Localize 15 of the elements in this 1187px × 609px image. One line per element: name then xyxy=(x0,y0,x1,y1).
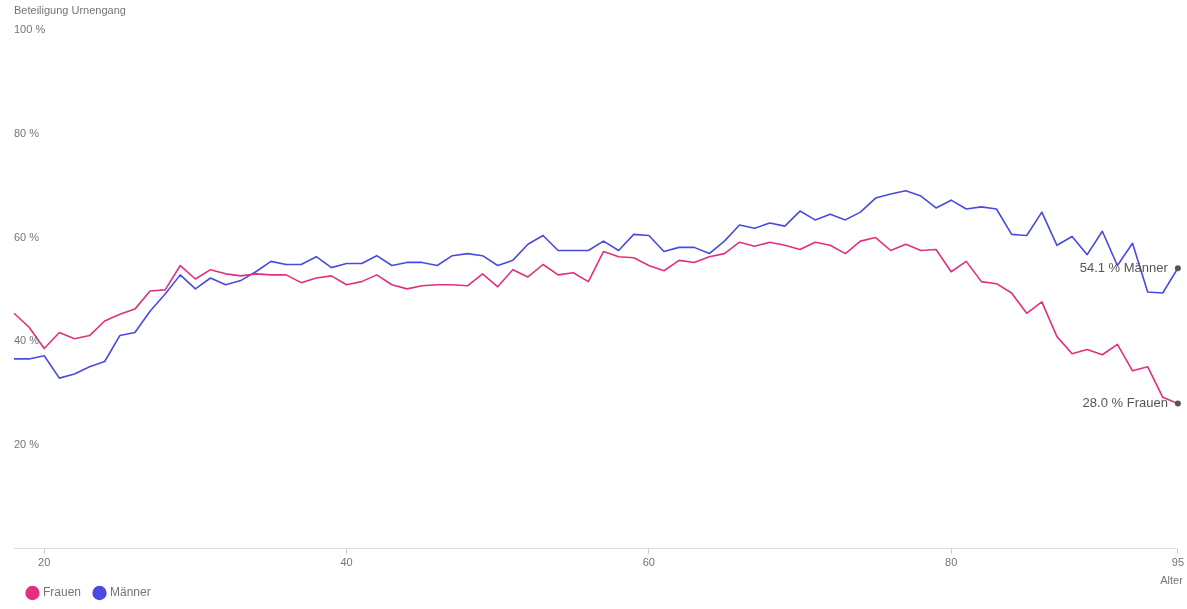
x-tick-label: 40 xyxy=(340,556,353,569)
y-tick-label: 80 % xyxy=(14,126,40,139)
y-tick-label: 60 % xyxy=(14,230,40,243)
x-tick-label: 20 xyxy=(38,556,51,569)
x-tick-label: 60 xyxy=(642,556,655,569)
y-axis-title: Beteiligung Urnengang xyxy=(14,3,126,16)
legend-label: Männer xyxy=(110,585,151,600)
y-tick-label: 100 % xyxy=(14,23,46,36)
x-tick-label: 80 xyxy=(945,556,958,569)
annotation: 28.0 % Frauen xyxy=(1082,395,1168,411)
legend-label: Frauen xyxy=(43,585,82,600)
y-tick-label: 20 % xyxy=(14,438,40,451)
x-tick-label: 95 xyxy=(1171,556,1185,569)
x-axis-title: Alter xyxy=(1160,574,1184,587)
y-tick-label: 40 % xyxy=(14,334,40,347)
